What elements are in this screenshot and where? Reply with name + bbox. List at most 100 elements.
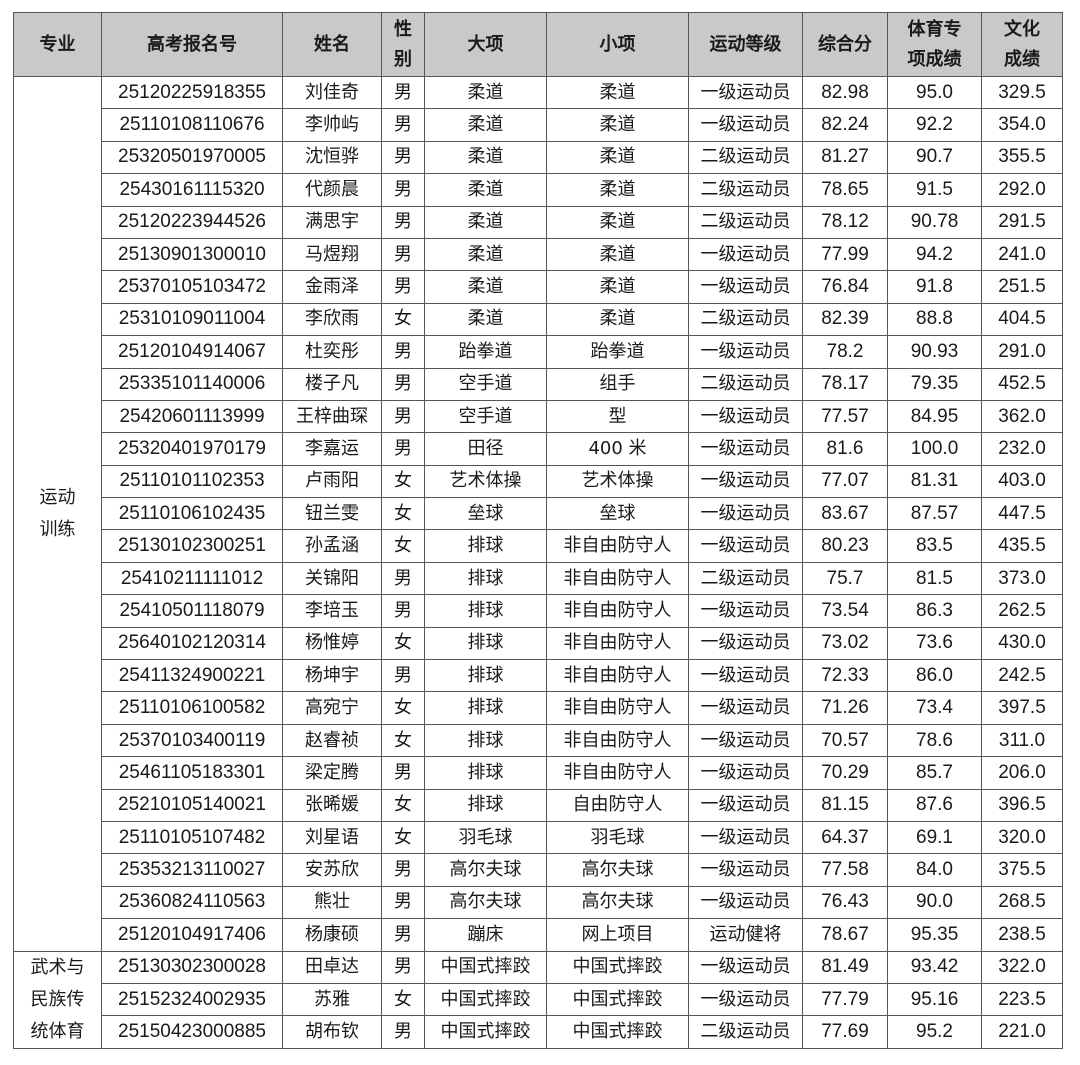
sport-score-cell: 92.2 [887, 108, 982, 142]
sport-level-cell: 二级运动员 [688, 205, 803, 239]
sport-score-cell: 95.0 [887, 75, 982, 110]
sport-level-cell: 一级运动员 [688, 237, 803, 272]
total-score-cell: 64.37 [802, 820, 888, 855]
category-cell: 空手道 [424, 399, 547, 434]
culture-score-cell: 375.5 [981, 853, 1063, 887]
table-row: 25130102300251 孙孟涵女排球 非自由防守人 一级运动员 80.23 83.5… [14, 529, 1063, 563]
exam-id-cell: 25110106100582 [101, 691, 283, 725]
category-cell: 中国式摔跤 [424, 1015, 547, 1049]
total-score-cell: 78.12 [802, 205, 888, 239]
sport-level-cell: 一级运动员 [688, 464, 803, 499]
name-cell: 田卓达 [282, 950, 382, 984]
exam-id-cell: 25411324900221 [101, 659, 283, 693]
event-cell: 非自由防守人 [546, 723, 689, 758]
sport-level-cell: 一级运动员 [688, 659, 803, 693]
name-cell: 张晞媛 [282, 788, 382, 822]
total-score-cell: 78.2 [802, 335, 888, 369]
name-cell: 满思宇 [282, 205, 382, 239]
exam-id-cell: 25120223944526 [101, 205, 283, 239]
sport-score-cell: 91.5 [887, 173, 982, 207]
total-score-cell: 81.27 [802, 140, 888, 175]
table-row: 25120104914067 杜奕彤男跆拳道 跆拳道 一级运动员 78.2 90.93 29… [14, 335, 1063, 369]
header-label: 高考报名号 [147, 33, 237, 55]
culture-score-cell: 397.5 [981, 691, 1063, 725]
sport-level-cell: 一级运动员 [688, 335, 803, 369]
sport-level-cell: 二级运动员 [688, 140, 803, 175]
table-row: 25420601113999 王梓曲琛男空手道型一级运动员 77.57 84.95 36… [14, 399, 1063, 434]
category-cell: 排球 [424, 788, 547, 822]
culture-score-cell: 362.0 [981, 399, 1063, 434]
gender-cell: 女 [381, 464, 425, 499]
table-row: 25152324002935 苏雅女中国式摔跤 中国式摔跤 一级运动员 77.79 95.… [14, 982, 1063, 1017]
name-cell: 熊壮 [282, 885, 382, 920]
culture-score-cell: 206.0 [981, 756, 1063, 790]
total-score-cell: 77.69 [802, 1015, 888, 1049]
exam-id-cell: 25410501118079 [101, 594, 283, 628]
category-cell: 柔道 [424, 140, 547, 175]
name-cell: 杨康硕 [282, 918, 382, 952]
culture-score-cell: 452.5 [981, 367, 1063, 401]
exam-id-cell: 25335101140006 [101, 367, 283, 401]
culture-score-cell: 238.5 [981, 918, 1063, 952]
sport-level-cell: 一级运动员 [688, 626, 803, 661]
event-cell: 高尔夫球 [546, 853, 689, 887]
header-label: 大项 [467, 33, 504, 55]
culture-score-cell: 396.5 [981, 788, 1063, 822]
exam-id-cell: 25120104917406 [101, 918, 283, 952]
sport-score-cell: 86.0 [887, 659, 982, 693]
name-cell: 苏雅 [282, 982, 382, 1017]
name-cell: 楼子凡 [282, 367, 382, 401]
sport-level-cell: 一级运动员 [688, 723, 803, 758]
category-cell: 高尔夫球 [424, 853, 547, 887]
category-cell: 柔道 [424, 205, 547, 239]
event-cell: 非自由防守人 [546, 561, 689, 596]
culture-score-cell: 320.0 [981, 820, 1063, 855]
sport-score-cell: 78.6 [887, 723, 982, 758]
sport-score-cell: 84.0 [887, 853, 982, 887]
culture-score-cell: 355.5 [981, 140, 1063, 175]
name-cell: 李培玉 [282, 594, 382, 628]
gender-cell: 男 [381, 432, 425, 466]
event-cell: 组手 [546, 367, 689, 401]
exam-id-cell: 25152324002935 [101, 982, 283, 1017]
sport-score-cell: 87.6 [887, 788, 982, 822]
category-cell: 排球 [424, 691, 547, 725]
exam-id-cell: 25353213110027 [101, 853, 283, 887]
major-label: 运动训练 [39, 486, 76, 540]
sport-level-cell: 一级运动员 [688, 788, 803, 822]
event-cell: 高尔夫球 [546, 885, 689, 920]
exam-id-cell: 25120104914067 [101, 335, 283, 369]
table-row: 25411324900221 杨坤宇男排球 非自由防守人 一级运动员 72.33 86.0… [14, 659, 1063, 693]
table-row: 25430161115320 代颜晨男柔道 柔道 二级运动员 78.65 91.5 292.… [14, 173, 1063, 207]
exam-id-cell: 25461105183301 [101, 756, 283, 790]
name-cell: 李欣雨 [282, 302, 382, 337]
exam-id-cell: 25150423000885 [101, 1015, 283, 1049]
event-cell: 非自由防守人 [546, 756, 689, 790]
event-cell: 柔道 [546, 237, 689, 272]
sport-level-cell: 一级运动员 [688, 820, 803, 855]
event-cell: 跆拳道 [546, 335, 689, 369]
total-score-cell: 72.33 [802, 659, 888, 693]
gender-cell: 男 [381, 756, 425, 790]
table-row: 25110108110676 李帅屿男柔道 柔道 一级运动员 82.24 92.2 354.… [14, 108, 1063, 142]
total-score-cell: 78.67 [802, 918, 888, 952]
table-row: 25335101140006 楼子凡男空手道 组手 二级运动员 78.17 79.35 45… [14, 367, 1063, 401]
table-row: 25370103400119 赵睿祯女排球 非自由防守人 一级运动员 70.57 78.6… [14, 723, 1063, 758]
header-gender: 性别 [381, 12, 425, 77]
sport-level-cell: 二级运动员 [688, 1015, 803, 1049]
sport-level-cell: 一级运动员 [688, 497, 803, 531]
name-cell: 杨坤宇 [282, 659, 382, 693]
sport-score-cell: 90.0 [887, 885, 982, 920]
table-row: 运动训练 25120225918355 刘佳奇男柔道 柔道 一级运动员 82.98 95.0… [13, 75, 1063, 952]
header-label: 专业 [39, 33, 76, 55]
culture-score-cell: 322.0 [981, 950, 1063, 984]
category-cell: 排球 [424, 723, 547, 758]
exam-id-cell: 25420601113999 [101, 399, 283, 434]
sport-score-cell: 79.35 [887, 367, 982, 401]
sport-level-cell: 一级运动员 [688, 75, 803, 110]
gender-cell: 女 [381, 529, 425, 563]
sport-level-cell: 一级运动员 [688, 950, 803, 984]
category-cell: 高尔夫球 [424, 885, 547, 920]
sport-level-cell: 一级运动员 [688, 756, 803, 790]
exam-id-cell: 25410211111012 [101, 561, 283, 596]
